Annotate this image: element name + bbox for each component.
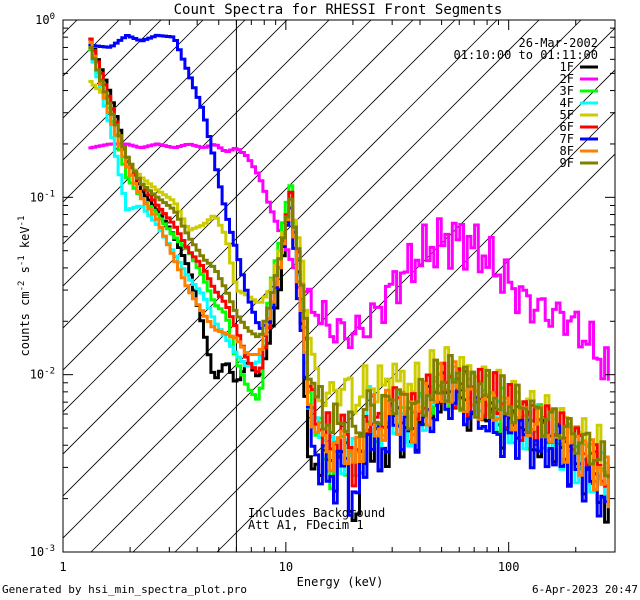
- hatch-line: [63, 20, 288, 245]
- legend-label-9F: 9F: [560, 156, 574, 170]
- x-tick-label: 100: [498, 560, 520, 574]
- hatch-line: [63, 20, 540, 497]
- hatch-line: [63, 20, 204, 161]
- series-7F-line: [88, 33, 610, 518]
- hatch-line: [63, 20, 414, 371]
- time-range-label: 01:10:00 to 01:11:00: [454, 48, 599, 62]
- y-axis-label: counts cm-2 s-1 keV-1: [17, 216, 32, 357]
- hatch-line: [63, 20, 330, 287]
- hatch-line: [90, 27, 615, 552]
- legend-label-4F: 4F: [560, 96, 574, 110]
- footer-timestamp: 6-Apr-2023 20:47: [532, 583, 638, 596]
- y-tick-label: 100: [35, 12, 55, 27]
- x-tick-label: 10: [279, 560, 293, 574]
- y-tick-label: 10-3: [30, 544, 55, 559]
- x-tick-label: 1: [59, 560, 66, 574]
- attenuator-note: Att A1, FDecim 1: [248, 518, 364, 532]
- x-tick-labels: 1 10 100: [59, 560, 519, 574]
- generated-by-label: Generated by hsi_min_spectra_plot.pro: [2, 583, 248, 596]
- legend-label-5F: 5F: [560, 108, 574, 122]
- hatch-line: [63, 20, 582, 539]
- hatch-line: [63, 20, 498, 455]
- series-layer: [88, 33, 610, 524]
- y-tick-labels: 100 10-1 10-2 10-3: [30, 12, 55, 559]
- plot-frame: [62, 19, 616, 553]
- legend-label-6F: 6F: [560, 120, 574, 134]
- background-note: Includes Background: [248, 506, 385, 520]
- x-axis-label: Energy (keV): [297, 575, 384, 589]
- hatch-line: [63, 20, 372, 329]
- y-tick-label: 10-1: [30, 189, 55, 204]
- hatch-line: [63, 20, 246, 203]
- hatch-region: [63, 20, 615, 552]
- series-9F-line: [88, 46, 610, 479]
- date-label: 26-Mar-2002: [519, 36, 598, 50]
- series-2F-line: [88, 142, 610, 381]
- legend-label-2F: 2F: [560, 72, 574, 86]
- hatch-line: [174, 111, 615, 552]
- chart-title: Count Spectra for RHESSI Front Segments: [174, 2, 503, 18]
- legend-label-1F: 1F: [560, 60, 574, 74]
- legend-label-7F: 7F: [560, 132, 574, 146]
- y-tick-label: 10-2: [30, 367, 55, 382]
- axis-ticks: [62, 19, 616, 553]
- legend-label-3F: 3F: [560, 84, 574, 98]
- legend-label-8F: 8F: [560, 144, 574, 158]
